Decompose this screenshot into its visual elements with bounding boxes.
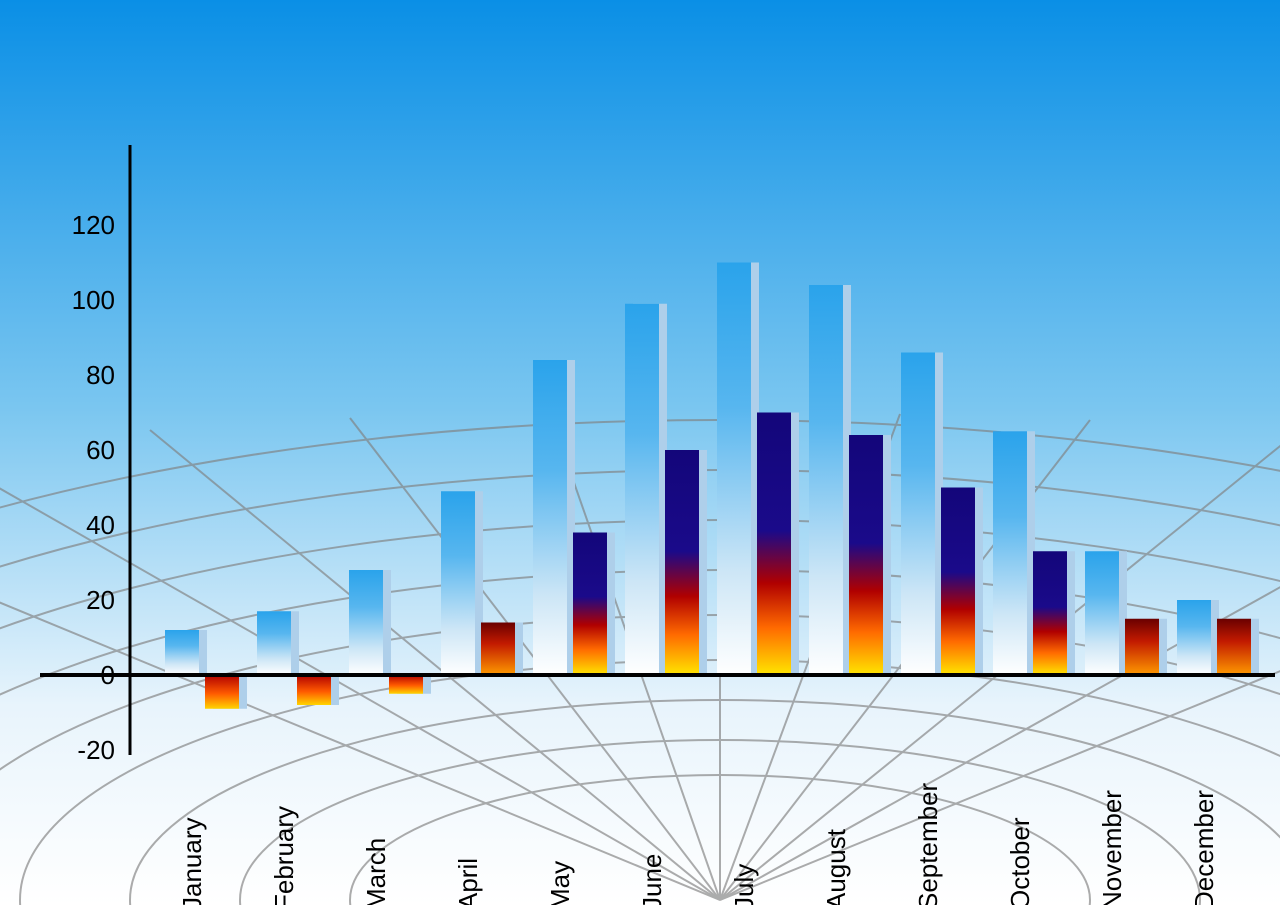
y-tick-label: 20 [50, 585, 115, 616]
bar-series-b [665, 450, 699, 675]
bar-series-a [809, 285, 843, 675]
month-label: August [821, 760, 852, 905]
bar-series-b [1033, 551, 1067, 675]
bar-series-a [1085, 551, 1119, 675]
bar-series-a [717, 263, 751, 676]
month-label: September [913, 760, 944, 905]
bar-series-b [849, 435, 883, 675]
bar-series-b [757, 413, 791, 676]
month-label: April [453, 760, 484, 905]
bar-series-a [349, 570, 383, 675]
y-tick-label: 0 [50, 660, 115, 691]
bar-series-a [257, 611, 291, 675]
month-label: March [361, 760, 392, 905]
bar-series-b [573, 533, 607, 676]
bar-series-b [481, 623, 515, 676]
bar-series-b [1217, 619, 1251, 675]
month-label: May [545, 760, 576, 905]
bar-series-a [1177, 600, 1211, 675]
y-tick-label: 100 [50, 285, 115, 316]
y-tick-label: 80 [50, 360, 115, 391]
chart-canvas: -20 0 20 40 60 80 100 120 January February March A… [0, 0, 1280, 905]
month-label: February [269, 760, 300, 905]
bar-series-a [901, 353, 935, 676]
bar-series-b [389, 675, 423, 694]
bar-series-a [533, 360, 567, 675]
bar-series-a [441, 491, 475, 675]
bar-series-a [625, 304, 659, 675]
bar-series-a [993, 431, 1027, 675]
y-tick-label: 120 [50, 210, 115, 241]
month-label: December [1189, 760, 1220, 905]
month-label: November [1097, 760, 1128, 905]
bar-series-b [205, 675, 239, 709]
bar-series-b [1125, 619, 1159, 675]
month-label: January [177, 760, 208, 905]
month-label: July [729, 760, 760, 905]
y-tick-label: 40 [50, 510, 115, 541]
y-tick-label: -20 [50, 735, 115, 766]
month-label: June [637, 760, 668, 905]
bar-series-a [165, 630, 199, 675]
y-tick-label: 60 [50, 435, 115, 466]
bar-series-b [297, 675, 331, 705]
month-label: October [1005, 760, 1036, 905]
bar-series-b [941, 488, 975, 676]
